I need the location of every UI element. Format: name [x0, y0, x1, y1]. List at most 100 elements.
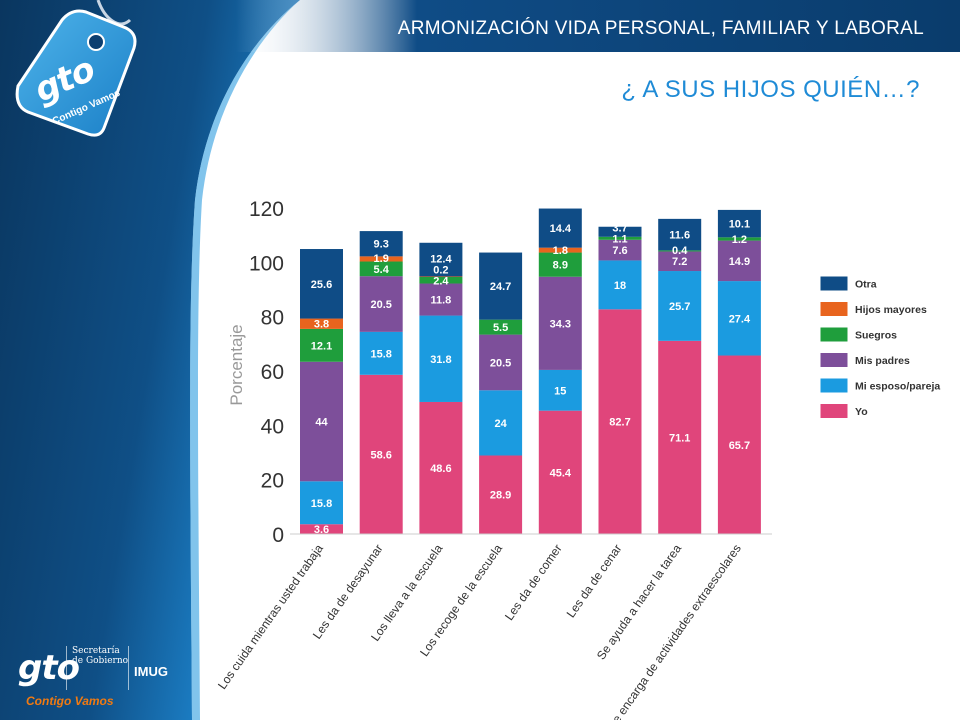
legend-label: Yo — [855, 406, 868, 418]
data-label: 24.7 — [490, 281, 511, 293]
legend-swatch — [819, 377, 849, 394]
footer-logos: gto Secretaría de Gobierno IMUG Contigo … — [14, 636, 184, 712]
bar-segment — [717, 209, 761, 238]
gto-tag-logo — [15, 0, 137, 137]
data-label: 58.6 — [370, 449, 391, 461]
data-label: 20.5 — [490, 357, 511, 369]
bar-segment — [359, 231, 403, 257]
x-axis-labels: Los cuida mientras usted trabaja Les da d… — [215, 541, 744, 720]
bar-segment — [538, 208, 582, 248]
legend-swatch — [819, 326, 849, 343]
data-label: 1.2 — [732, 234, 747, 246]
data-label: 45.4 — [550, 467, 572, 479]
bar-segment — [419, 242, 463, 277]
data-label: 27.4 — [729, 313, 751, 325]
y-tick-label: 100 — [249, 252, 284, 275]
y-tick-label: 60 — [261, 361, 284, 384]
data-label: 3.8 — [314, 319, 329, 331]
bar-segment — [300, 481, 343, 525]
bar-segment — [598, 239, 642, 261]
bar-segment — [717, 355, 761, 534]
data-label: 1.1 — [612, 233, 627, 245]
bar-segment — [359, 331, 403, 375]
y-tick-label: 40 — [261, 415, 284, 438]
footer-secretaria-line1: Secretaría — [72, 646, 120, 656]
data-label: 14.9 — [729, 256, 750, 268]
y-tick-label: 120 — [249, 198, 284, 221]
data-label: 25.6 — [311, 279, 332, 291]
data-label: 7.2 — [672, 256, 687, 268]
header-title: ARMONIZACIÓN VIDA PERSONAL, FAMILIAR Y L… — [397, 18, 924, 39]
bar-segment — [598, 260, 642, 310]
bar-segment — [598, 309, 642, 534]
x-tick-label: Los cuida mientras usted trabaja — [215, 541, 326, 691]
footer-imug-logo: IMUG — [134, 664, 168, 679]
legend-swatch — [819, 301, 849, 317]
data-label: 65.7 — [729, 440, 750, 452]
data-label: 1.9 — [374, 253, 389, 265]
data-label: 14.4 — [550, 223, 572, 235]
bar-segment — [658, 340, 702, 534]
bar-segment — [300, 328, 343, 362]
bar-segment — [359, 256, 403, 262]
data-label: 12.4 — [430, 253, 452, 265]
bar-segment — [359, 276, 403, 332]
bars: 3.6 15.8 44 12.1 3.8 25.6 58.6 15.8 20.5 5.41.9 9.… — [290, 208, 772, 536]
bar-segment — [419, 315, 463, 402]
legend-swatch — [819, 352, 849, 368]
bar-segment — [419, 277, 463, 284]
bar-segment — [300, 361, 343, 482]
legend-label: Mis padres — [855, 355, 910, 367]
bar-segment — [479, 252, 523, 320]
bar-segment — [717, 240, 761, 282]
bar-segment — [538, 247, 582, 253]
data-label: 12.1 — [311, 340, 332, 352]
data-label: 24 — [494, 418, 507, 430]
bar-segment — [717, 281, 761, 356]
data-label: 71.1 — [669, 432, 690, 444]
data-label: 15.8 — [370, 348, 391, 360]
bar-segment — [598, 236, 642, 240]
data-label: 44 — [315, 417, 328, 429]
bar-segment — [300, 249, 343, 319]
legend-label: Otra — [855, 279, 877, 291]
data-label: 25.7 — [669, 301, 690, 313]
data-label: 3.7 — [612, 222, 627, 234]
bar-segment — [419, 283, 463, 316]
bar-segment — [658, 218, 702, 251]
data-label: 0.2 — [433, 264, 448, 276]
legend-swatch — [819, 275, 849, 292]
data-label: 2.4 — [433, 275, 449, 287]
footer-divider — [66, 646, 67, 690]
bar-segment — [419, 276, 463, 278]
bar-segment — [658, 271, 702, 341]
data-label: 11.8 — [430, 295, 451, 307]
bar-segment — [359, 374, 403, 534]
data-label: 28.9 — [490, 490, 511, 502]
bar-segment — [419, 401, 463, 534]
legend-label: Hijos mayores — [855, 304, 927, 316]
data-label: 20.5 — [370, 299, 391, 311]
data-label: 34.3 — [550, 318, 571, 330]
slide-title: ¿ A SUS HIJOS QUIÉN…? — [621, 76, 920, 103]
footer-tagline: Contigo Vamos — [26, 694, 114, 708]
legend-label: Suegros — [855, 330, 897, 342]
bar-segment — [538, 252, 582, 277]
bar-segment — [658, 250, 702, 252]
data-label: 9.3 — [374, 239, 389, 251]
bar-segment — [300, 524, 343, 534]
data-label: 8.9 — [553, 260, 568, 272]
y-axis-title: Porcentaje — [227, 324, 246, 405]
data-label: 15 — [554, 385, 566, 397]
bar-segment — [538, 276, 582, 370]
legend-label: Mi esposo/pareja — [855, 381, 940, 393]
data-label: 3.6 — [314, 524, 329, 536]
bar-segment — [538, 369, 582, 411]
footer-gto-logo: gto — [18, 648, 80, 688]
data-label: 1.8 — [553, 245, 568, 257]
bar-segment — [479, 455, 523, 534]
bar-segment — [479, 319, 523, 335]
data-label: 18 — [614, 280, 626, 292]
y-tick-label: 20 — [261, 470, 284, 493]
